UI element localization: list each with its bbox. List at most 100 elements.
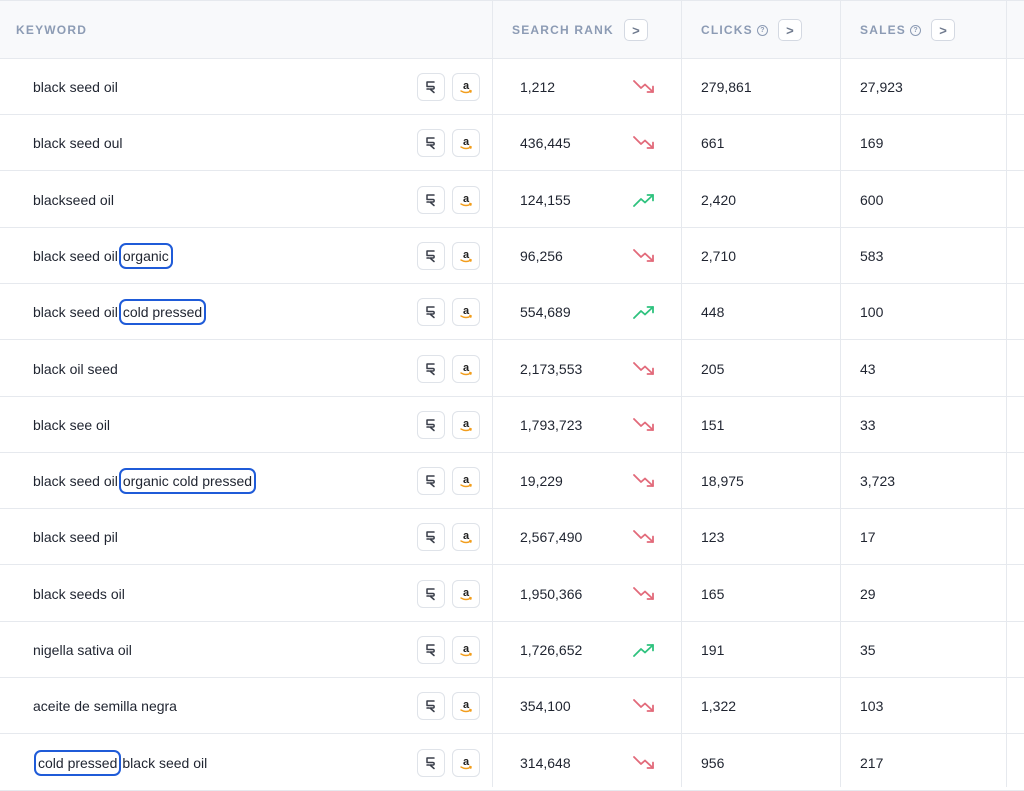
sellersprite-lookup-button[interactable]	[417, 523, 445, 552]
sellersprite-lookup-button[interactable]	[417, 354, 445, 383]
amazon-search-button[interactable]: a	[452, 129, 480, 158]
amazon-search-button[interactable]: a	[452, 748, 480, 777]
search-rank-value: 436,445	[520, 135, 571, 152]
sellersprite-icon	[426, 137, 435, 150]
header-search-rank-label: SEARCH RANK	[512, 23, 614, 37]
keyword-cell: cold pressed black seed oil	[33, 735, 207, 791]
amazon-search-button[interactable]: a	[452, 410, 480, 439]
amazon-icon: a	[460, 362, 472, 375]
svg-text:a: a	[463, 136, 470, 148]
trend-up-icon	[633, 193, 654, 207]
table-row: black seed oil organic a 96,256 2,710 583	[0, 228, 1024, 284]
sellersprite-lookup-button[interactable]	[417, 467, 445, 496]
sellersprite-icon	[426, 475, 435, 488]
amazon-search-button[interactable]: a	[452, 692, 480, 721]
header-keyword: KEYWORD	[16, 1, 87, 59]
search-rank-value: 1,950,366	[520, 585, 583, 602]
amazon-search-button[interactable]: a	[452, 579, 480, 608]
sellersprite-lookup-button[interactable]	[417, 410, 445, 439]
amazon-search-button[interactable]: a	[452, 298, 480, 327]
search-rank-value: 2,567,490	[520, 529, 583, 546]
search-rank-value: 1,726,652	[520, 642, 583, 658]
trend-down-icon	[633, 530, 654, 544]
amazon-icon: a	[460, 80, 472, 94]
search-rank-sort-button[interactable]: >	[623, 19, 648, 41]
table-row: black seed oil cold pressed a 554,689 448 100	[0, 284, 1024, 341]
keyword-text: black seed oil	[33, 247, 118, 264]
trend-down-icon	[633, 417, 654, 431]
sellersprite-lookup-button[interactable]	[417, 579, 445, 608]
keyword-text: nigella sativa oil	[33, 642, 132, 658]
chevron-right-icon: >	[939, 22, 947, 38]
keyword-text: black seed oil	[122, 754, 208, 771]
rank-trend	[632, 302, 656, 322]
trend-down-icon	[633, 80, 654, 93]
chevron-right-icon: >	[632, 22, 640, 38]
clicks-value: 279,861	[701, 79, 752, 95]
table-row: blackseed oil a 124,155 2,420 600	[0, 172, 1024, 228]
keyword-text: aceite de semilla negra	[33, 698, 177, 715]
amazon-search-button[interactable]: a	[452, 523, 480, 552]
trend-down-icon	[633, 755, 654, 769]
header-sales-label: SALES	[860, 23, 907, 37]
keyword-cell: black seed oil cold pressed	[33, 284, 207, 340]
amazon-icon: a	[460, 699, 472, 713]
keyword-text: black seed pil	[33, 529, 118, 546]
sellersprite-lookup-button[interactable]	[417, 129, 445, 158]
amazon-icon: a	[460, 305, 472, 319]
search-rank-value: 19,229	[520, 473, 563, 490]
sales-value: 27,923	[860, 79, 903, 95]
sellersprite-icon	[426, 193, 435, 206]
amazon-search-button[interactable]: a	[452, 185, 480, 214]
keyword-cell: nigella sativa oil	[33, 622, 132, 678]
search-rank-value: 1,212	[520, 79, 556, 95]
amazon-icon: a	[460, 249, 472, 263]
sales-value: 29	[860, 585, 876, 602]
keyword-text: blackseed oil	[33, 191, 114, 208]
svg-text:a: a	[463, 249, 470, 261]
svg-text:a: a	[463, 80, 470, 92]
keyword-cell: black oil seed	[33, 341, 118, 397]
sellersprite-icon	[426, 587, 435, 600]
sellersprite-lookup-button[interactable]	[417, 298, 445, 327]
rank-trend	[632, 696, 656, 716]
sellersprite-lookup-button[interactable]	[417, 185, 445, 214]
sellersprite-icon	[426, 700, 435, 713]
trend-down-icon	[633, 699, 654, 713]
sales-sort-button[interactable]: >	[931, 19, 956, 41]
table-row: black seed oul a 436,445 661 169	[0, 115, 1024, 172]
sellersprite-lookup-button[interactable]	[417, 241, 445, 270]
amazon-search-button[interactable]: a	[452, 354, 480, 383]
clicks-value: 956	[701, 754, 725, 771]
rank-trend	[632, 359, 656, 379]
rank-trend	[632, 246, 656, 266]
amazon-search-button[interactable]: a	[452, 73, 480, 101]
keyword-cell: aceite de semilla negra	[33, 678, 177, 734]
sales-value: 103	[860, 698, 884, 715]
sellersprite-lookup-button[interactable]	[417, 748, 445, 777]
sales-help-icon[interactable]: ?	[910, 24, 922, 36]
rank-trend	[632, 133, 656, 153]
clicks-help-icon[interactable]: ?	[756, 24, 768, 36]
sellersprite-lookup-button[interactable]	[417, 636, 445, 664]
trend-down-icon	[633, 248, 654, 262]
keyword-text: black oil seed	[33, 360, 118, 377]
keyword-highlight: organic	[118, 242, 173, 269]
amazon-search-button[interactable]: a	[452, 636, 480, 664]
amazon-search-button[interactable]: a	[452, 241, 480, 270]
clicks-sort-button[interactable]: >	[777, 19, 802, 41]
sellersprite-lookup-button[interactable]	[417, 692, 445, 721]
sellersprite-icon	[426, 81, 435, 94]
clicks-value: 2,420	[701, 191, 737, 208]
sellersprite-lookup-button[interactable]	[417, 73, 445, 101]
sellersprite-icon	[426, 306, 435, 319]
keyword-text: black seeds oil	[33, 585, 125, 602]
keyword-cell: blackseed oil	[33, 172, 114, 228]
sales-value: 17	[860, 529, 876, 546]
header-search-rank: SEARCH RANK >	[512, 1, 648, 59]
keyword-cell: black seeds oil	[33, 566, 125, 622]
table-row: nigella sativa oil a 1,726,652 191 35	[0, 622, 1024, 678]
svg-text:a: a	[463, 530, 470, 542]
sellersprite-icon	[426, 644, 435, 657]
amazon-search-button[interactable]: a	[452, 467, 480, 496]
